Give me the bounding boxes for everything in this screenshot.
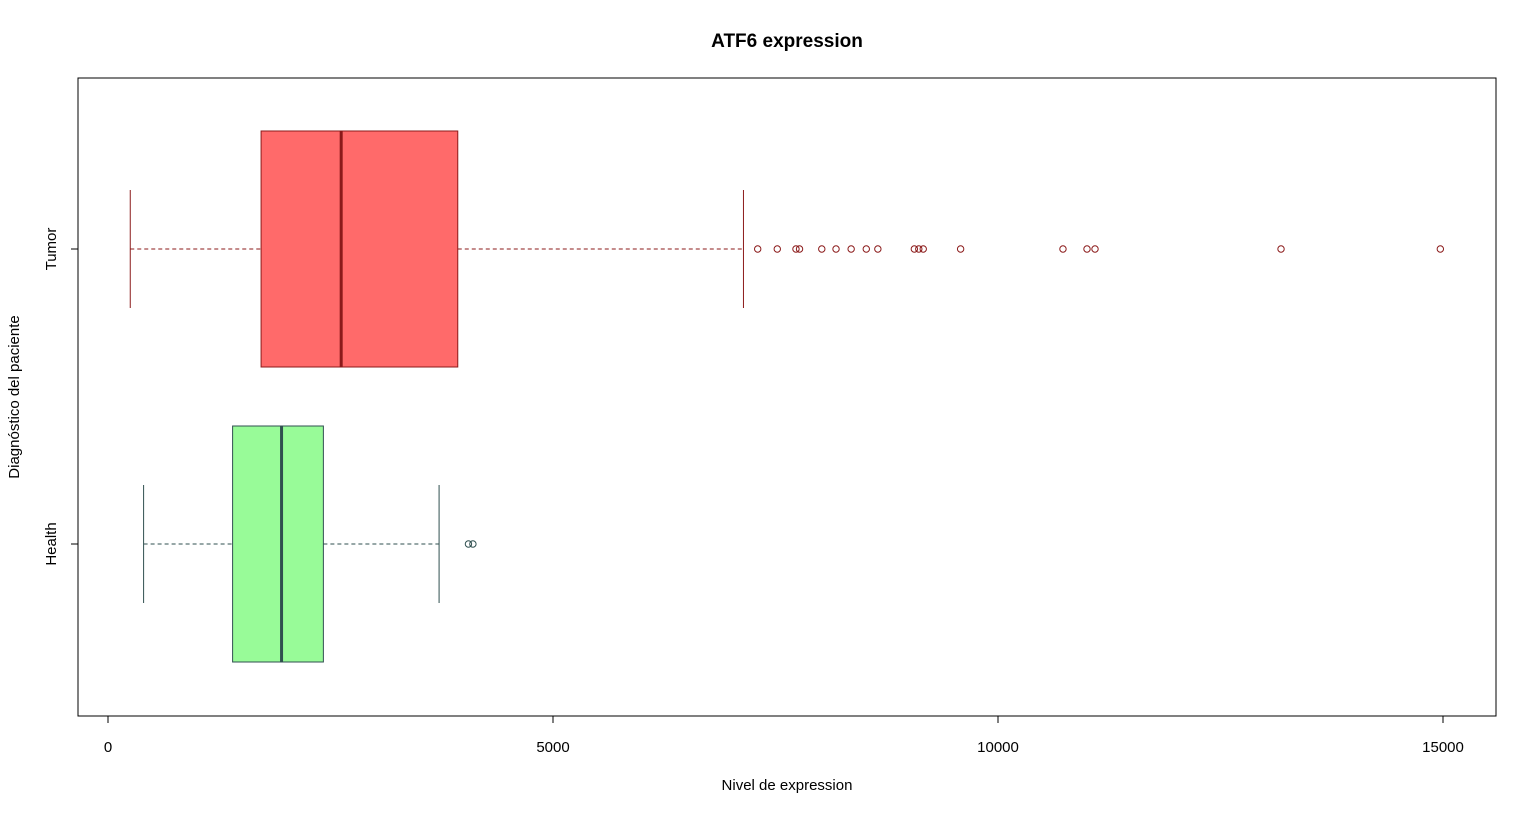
x-tick-label: 5000 [536,739,569,756]
outlier-tumor [862,245,870,253]
outlier-health [464,540,473,548]
box-group-health [143,425,477,663]
x-tick-label: 0 [104,739,112,756]
box-tumor [260,130,459,368]
outlier-tumor [818,245,826,253]
outlier-tumor [754,245,762,253]
x-axis-label: Nivel de expression [722,777,853,794]
box-health [232,425,324,663]
outlier-tumor [1436,245,1445,253]
outlier-tumor [1277,245,1285,253]
outlier-tumor [915,245,923,253]
outlier-tumor [847,245,855,253]
y-axis-label: Diagnóstico del paciente [6,315,23,478]
outlier-tumor [919,245,927,253]
outlier-tumor [1083,245,1091,253]
y-axis: Health Tumor [43,228,78,566]
outlier-tumor [1059,245,1067,253]
outlier-tumor [874,245,882,253]
outlier-tumor [1091,245,1099,253]
box-group-tumor [129,130,1445,368]
outlier-tumor [792,245,800,253]
outlier-tumor [910,245,919,253]
chart-marks [129,130,1445,663]
outlier-tumor [773,245,781,253]
y-tick-label: Health [43,522,60,565]
x-tick-label: 10000 [977,739,1019,756]
x-tick-label: 15000 [1422,739,1464,756]
outlier-health [469,540,477,548]
outlier-tumor [795,245,804,253]
chart-title: ATF6 expression [711,31,863,52]
outlier-tumor [956,245,965,253]
plot-frame [77,77,1497,717]
outlier-tumor [832,245,840,253]
y-tick-label: Tumor [43,228,60,271]
x-axis: 0 5000 10000 15000 [104,716,1464,756]
